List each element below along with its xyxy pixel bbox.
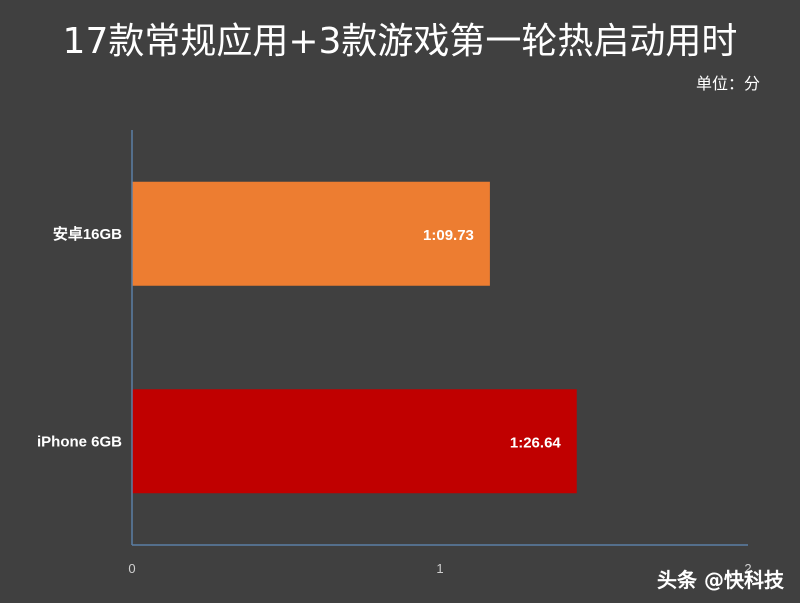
category-label: 安卓16GB [53, 225, 122, 243]
data-label: 1:26.64 [510, 434, 562, 451]
chart-title: 17款常规应用+3款游戏第一轮热启动用时 [62, 21, 738, 62]
x-tick-label: 2 [744, 561, 751, 576]
unit-label: 单位：分 [695, 74, 760, 93]
x-tick-label: 1 [436, 561, 443, 576]
bar [132, 389, 577, 494]
category-label: iPhone 6GB [37, 433, 122, 450]
watermark: 头条 @快科技 [657, 568, 784, 592]
x-tick-label: 0 [128, 561, 135, 576]
bar [132, 181, 490, 286]
data-label: 1:09.73 [423, 227, 474, 244]
